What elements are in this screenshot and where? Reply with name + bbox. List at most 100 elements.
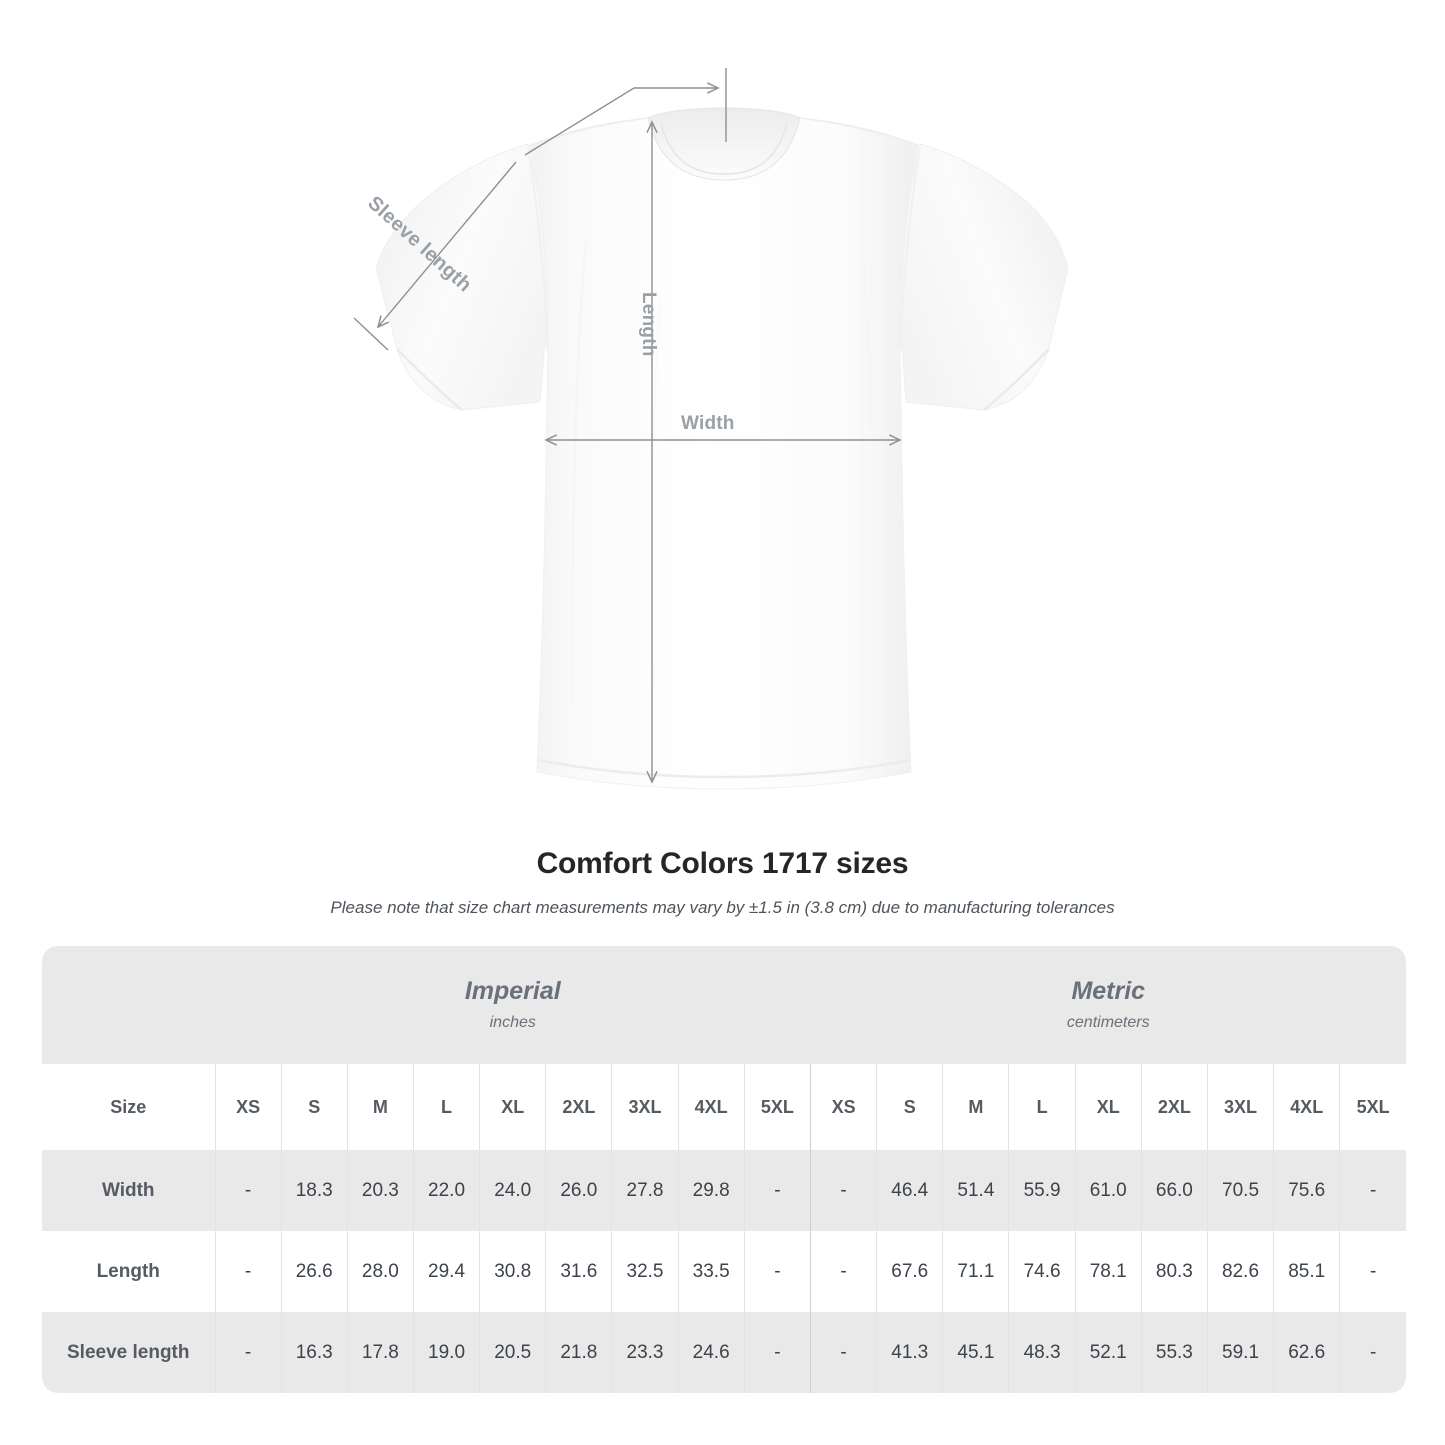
size-header-imperial-l: L — [412, 1064, 480, 1150]
cell-width-metric-xl: 61.0 — [1074, 1150, 1142, 1231]
table-row: Sleeve length -16.3 17.8 19.0 20.5 21.8 23.3 24… — [42, 1312, 1406, 1393]
size-header-metric-xs: XS — [810, 1064, 877, 1150]
right-shoulder-seam — [799, 117, 919, 147]
cell-width-imperial-s: 18.3 — [280, 1150, 348, 1231]
cell-sleeve-length-metric-5xl: - — [1339, 1312, 1406, 1393]
cell-length-metric-m: 71.1 — [942, 1231, 1009, 1312]
unit-header-metric: Metric centimeters — [810, 946, 1406, 1064]
cell-length-metric-4xl: 85.1 — [1273, 1231, 1340, 1312]
cell-length-imperial-5xl: - — [743, 1231, 811, 1312]
cell-width-metric-3xl: 70.5 — [1206, 1150, 1274, 1231]
tshirt-garment — [375, 107, 1069, 790]
cell-sleeve-length-metric-xs: - — [810, 1312, 877, 1393]
cell-width-metric-4xl: 75.6 — [1273, 1150, 1340, 1231]
cell-sleeve-length-metric-xl: 52.1 — [1074, 1312, 1142, 1393]
cell-length-imperial-4xl: 33.5 — [677, 1231, 745, 1312]
cell-width-metric-m: 51.4 — [942, 1150, 1009, 1231]
length-label: Length — [638, 292, 659, 357]
cell-length-metric-xs: - — [810, 1231, 877, 1312]
right-sleeve — [895, 143, 1069, 411]
cell-sleeve-length-metric-2xl: 55.3 — [1140, 1312, 1208, 1393]
cell-sleeve-length-imperial-2xl: 21.8 — [545, 1312, 612, 1393]
row-header-length: Length — [42, 1231, 215, 1312]
cell-sleeve-length-imperial-s: 16.3 — [280, 1312, 348, 1393]
fabric-fold-2 — [860, 249, 878, 701]
left-shoulder-seam — [529, 117, 649, 147]
unit-header-corner — [42, 946, 215, 1064]
left-armhole-seam — [527, 145, 548, 351]
cell-sleeve-length-metric-3xl: 59.1 — [1206, 1312, 1274, 1393]
left-sleeve — [375, 143, 553, 411]
size-header-metric-2xl: 2XL — [1140, 1064, 1208, 1150]
collar-inner-edge — [660, 123, 788, 176]
table-row: Length -26.6 28.0 29.4 30.8 31.6 32.5 33.5- -67.… — [42, 1231, 1406, 1312]
unit-name: Metric — [1071, 976, 1146, 1005]
measurement-lines — [353, 68, 900, 782]
cell-length-metric-xl: 78.1 — [1074, 1231, 1142, 1312]
size-header-imperial-xs: XS — [214, 1064, 282, 1150]
size-header-imperial-4xl: 4XL — [677, 1064, 745, 1150]
cell-length-metric-s: 67.6 — [876, 1231, 943, 1312]
bottom-hem — [537, 758, 911, 779]
cell-sleeve-length-imperial-m: 17.8 — [346, 1312, 414, 1393]
cell-sleeve-length-metric-4xl: 62.6 — [1273, 1312, 1340, 1393]
cell-length-metric-l: 74.6 — [1008, 1231, 1076, 1312]
size-header-imperial-2xl: 2XL — [545, 1064, 612, 1150]
cell-width-metric-xs: - — [810, 1150, 877, 1231]
size-header-metric-l: L — [1008, 1064, 1076, 1150]
cell-width-imperial-xs: - — [214, 1150, 282, 1231]
size-header-metric-5xl: 5XL — [1339, 1064, 1406, 1150]
cell-sleeve-length-imperial-3xl: 23.3 — [611, 1312, 679, 1393]
cell-width-imperial-5xl: - — [743, 1150, 811, 1231]
size-column-header: Size — [42, 1064, 215, 1150]
cell-sleeve-length-imperial-xs: - — [214, 1312, 282, 1393]
cell-length-metric-3xl: 82.6 — [1206, 1231, 1274, 1312]
collar — [647, 107, 801, 181]
title-block: Comfort Colors 1717 sizes Please note th… — [0, 845, 1445, 919]
size-header-imperial-xl: XL — [479, 1064, 546, 1150]
cell-length-imperial-s: 26.6 — [280, 1231, 348, 1312]
width-label: Width — [681, 413, 735, 434]
tshirt-diagram: Sleeve length Length Width — [353, 68, 1069, 790]
cell-sleeve-length-imperial-l: 19.0 — [412, 1312, 480, 1393]
page-title: Comfort Colors 1717 sizes — [536, 847, 909, 880]
cell-length-imperial-2xl: 31.6 — [545, 1231, 612, 1312]
cell-width-imperial-2xl: 26.0 — [545, 1150, 612, 1231]
cell-width-imperial-3xl: 27.8 — [611, 1150, 679, 1231]
cell-width-imperial-xl: 24.0 — [479, 1150, 546, 1231]
size-header-imperial-3xl: 3XL — [611, 1064, 679, 1150]
right-armhole-seam — [900, 145, 921, 351]
cell-width-imperial-m: 20.3 — [346, 1150, 414, 1231]
cell-length-metric-5xl: - — [1339, 1231, 1406, 1312]
size-header-row: Size XS S M L XL 2XL 3XL 4XL 5XL XS S M L XL 2XL 3XL 4XL 5… — [42, 1064, 1406, 1150]
size-header-metric-3xl: 3XL — [1206, 1064, 1274, 1150]
unit-subtitle: centimeters — [1066, 1014, 1150, 1032]
right-sleeve-hem — [983, 348, 1050, 411]
tshirt-body — [529, 117, 919, 790]
cell-length-imperial-3xl: 32.5 — [611, 1231, 679, 1312]
page-subtitle: Please note that size chart measurements… — [330, 897, 1115, 917]
cell-sleeve-length-metric-m: 45.1 — [942, 1312, 1009, 1393]
sleeve-length-arrow — [378, 161, 517, 327]
left-sleeve-hem — [396, 348, 463, 411]
size-header-metric-s: S — [876, 1064, 943, 1150]
cell-width-metric-5xl: - — [1339, 1150, 1406, 1231]
cell-width-metric-l: 55.9 — [1008, 1150, 1076, 1231]
row-header-sleeve-length: Sleeve length — [42, 1312, 215, 1393]
cell-sleeve-length-metric-s: 41.3 — [876, 1312, 943, 1393]
cell-sleeve-length-imperial-5xl: - — [743, 1312, 811, 1393]
unit-header-row: Imperial inches Metric centimeters — [42, 946, 1406, 1064]
size-header-imperial-5xl: 5XL — [743, 1064, 811, 1150]
size-chart-table-wrap: Imperial inches Metric centimeters Size XS S M L… — [42, 946, 1406, 1393]
sleeve-end-tick — [353, 317, 389, 351]
cell-sleeve-length-imperial-xl: 20.5 — [479, 1312, 546, 1393]
cell-length-imperial-xs: - — [214, 1231, 282, 1312]
cell-width-imperial-4xl: 29.8 — [677, 1150, 745, 1231]
cell-length-metric-2xl: 80.3 — [1140, 1231, 1208, 1312]
unit-subtitle: inches — [489, 1014, 536, 1032]
cell-sleeve-length-metric-l: 48.3 — [1008, 1312, 1076, 1393]
table-row: Width -18.3 20.3 22.0 24.0 26.0 27.8 29.8- -46.4… — [42, 1150, 1406, 1231]
size-header-imperial-s: S — [280, 1064, 348, 1150]
cell-length-imperial-xl: 30.8 — [479, 1231, 546, 1312]
tshirt-illustration — [353, 68, 1069, 790]
